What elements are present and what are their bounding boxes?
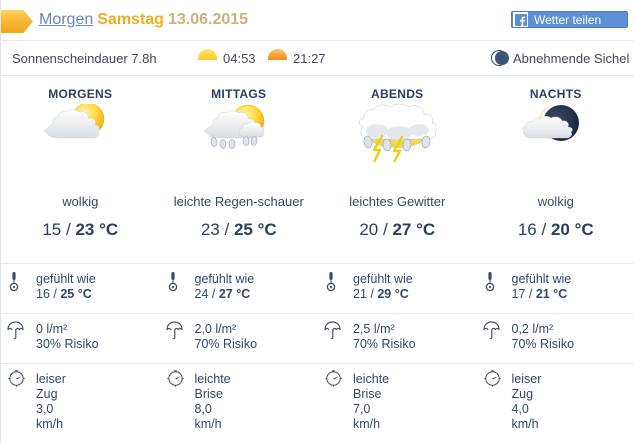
svg-text:N: N xyxy=(173,370,176,374)
svg-text:N: N xyxy=(15,370,18,374)
svg-text:N: N xyxy=(332,370,335,374)
svg-text:N: N xyxy=(490,370,493,374)
